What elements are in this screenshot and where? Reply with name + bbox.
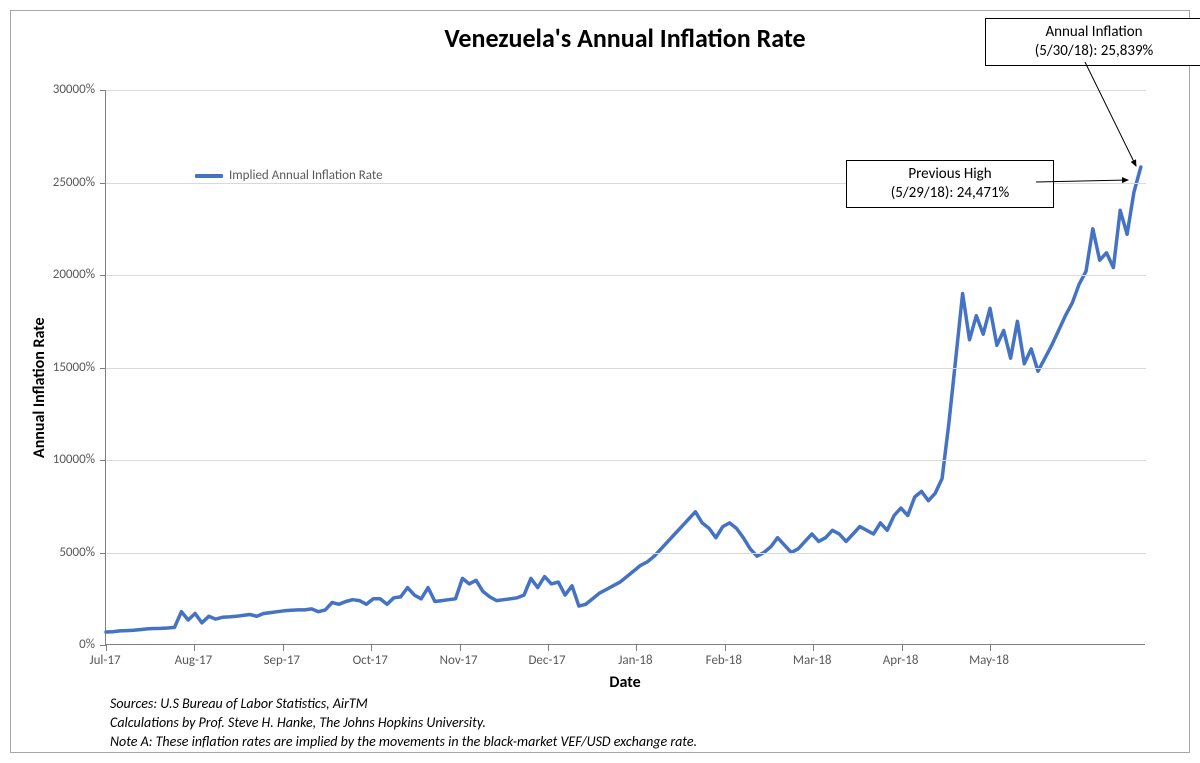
x-tick-label: Oct-17 xyxy=(340,653,400,668)
y-tick-label: 5000% xyxy=(35,545,95,560)
y-tick-label: 10000% xyxy=(35,452,95,467)
x-tick-mark xyxy=(460,645,461,651)
y-tick-label: 20000% xyxy=(35,267,95,282)
y-tick-label: 30000% xyxy=(35,82,95,97)
callout-line: (5/30/18): 25,839% xyxy=(994,42,1194,61)
gridline xyxy=(106,553,1146,554)
y-axis-title: Annual Inflation Rate xyxy=(30,317,49,458)
x-tick-label: Mar-18 xyxy=(782,653,842,668)
x-axis-title: Date xyxy=(105,673,1145,692)
x-tick-label: Jan-18 xyxy=(605,653,665,668)
y-tick-label: 25000% xyxy=(35,175,95,190)
x-tick-mark xyxy=(194,645,195,651)
callout-current: Annual Inflation(5/30/18): 25,839% xyxy=(985,18,1200,66)
x-tick-mark xyxy=(813,645,814,651)
y-tick-label: 15000% xyxy=(35,360,95,375)
x-tick-mark xyxy=(106,645,107,651)
series-line xyxy=(106,167,1141,632)
x-tick-mark xyxy=(548,645,549,651)
x-tick-mark xyxy=(990,645,991,651)
x-tick-label: Aug-17 xyxy=(163,653,223,668)
legend-label: Implied Annual Inflation Rate xyxy=(229,168,383,183)
x-tick-mark xyxy=(902,645,903,651)
legend-swatch xyxy=(195,174,223,178)
footnote-line: Calculations by Prof. Steve H. Hanke, Th… xyxy=(110,714,697,733)
y-tick-mark xyxy=(100,553,106,554)
callout-line: (5/29/18): 24,471% xyxy=(855,184,1045,203)
x-tick-mark xyxy=(371,645,372,651)
x-tick-mark xyxy=(283,645,284,651)
gridline xyxy=(106,460,1146,461)
footnote-line: Note A: These inflation rates are implie… xyxy=(110,733,697,752)
x-tick-mark xyxy=(636,645,637,651)
x-tick-label: May-18 xyxy=(959,653,1019,668)
y-tick-label: 0% xyxy=(35,637,95,652)
callout-line: Annual Inflation xyxy=(994,23,1194,42)
y-tick-mark xyxy=(100,183,106,184)
footnotes: Sources: U.S Bureau of Labor Statistics,… xyxy=(110,695,697,752)
y-tick-mark xyxy=(100,90,106,91)
y-tick-mark xyxy=(100,460,106,461)
x-tick-label: Dec-17 xyxy=(517,653,577,668)
y-tick-mark xyxy=(100,275,106,276)
gridline xyxy=(106,368,1146,369)
gridline xyxy=(106,275,1146,276)
callout-previous: Previous High(5/29/18): 24,471% xyxy=(846,160,1054,208)
x-tick-label: Jul-17 xyxy=(75,653,135,668)
legend: Implied Annual Inflation Rate xyxy=(195,168,383,183)
y-tick-mark xyxy=(100,368,106,369)
footnote-line: Sources: U.S Bureau of Labor Statistics,… xyxy=(110,695,697,714)
x-tick-mark xyxy=(725,645,726,651)
x-tick-label: Apr-18 xyxy=(871,653,931,668)
x-tick-label: Nov-17 xyxy=(429,653,489,668)
x-tick-label: Feb-18 xyxy=(694,653,754,668)
callout-line: Previous High xyxy=(855,165,1045,184)
gridline xyxy=(106,90,1146,91)
x-tick-label: Sep-17 xyxy=(252,653,312,668)
